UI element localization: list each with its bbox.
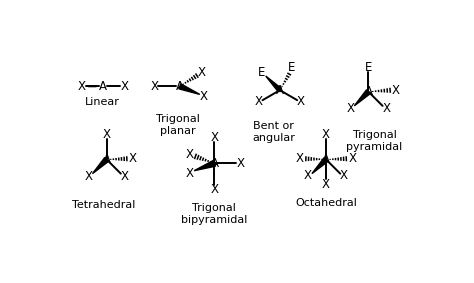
Text: A: A [365, 85, 373, 98]
Text: X: X [296, 152, 304, 165]
Text: X: X [255, 95, 263, 108]
Text: X: X [348, 152, 356, 165]
Text: Trigonal
bipyramidal: Trigonal bipyramidal [181, 203, 247, 225]
Text: E: E [258, 66, 265, 79]
Text: X: X [77, 80, 85, 93]
Text: X: X [120, 80, 128, 93]
Text: X: X [322, 178, 330, 191]
Text: X: X [121, 170, 128, 183]
Text: X: X [383, 102, 391, 115]
Text: E: E [288, 61, 295, 74]
Text: X: X [346, 102, 355, 115]
Text: X: X [185, 166, 193, 179]
Text: X: X [340, 170, 348, 183]
Text: A: A [176, 80, 184, 93]
Polygon shape [92, 158, 109, 174]
Text: X: X [237, 157, 245, 170]
Text: X: X [103, 128, 110, 141]
Text: A: A [210, 157, 219, 170]
Text: X: X [129, 152, 137, 165]
Text: A: A [103, 153, 110, 166]
Text: Octahedral: Octahedral [295, 198, 357, 208]
Text: X: X [185, 148, 193, 161]
Text: X: X [304, 170, 312, 183]
Polygon shape [266, 76, 282, 92]
Text: X: X [85, 170, 92, 183]
Text: X: X [150, 80, 158, 93]
Text: E: E [365, 61, 372, 74]
Text: A: A [99, 80, 107, 93]
Text: X: X [392, 84, 400, 97]
Text: X: X [297, 95, 305, 108]
Polygon shape [312, 158, 328, 174]
Text: X: X [210, 183, 219, 196]
Text: X: X [198, 66, 206, 79]
Polygon shape [179, 84, 200, 95]
Text: Tetrahedral: Tetrahedral [72, 200, 135, 209]
Polygon shape [194, 160, 216, 171]
Polygon shape [354, 90, 370, 106]
Text: Trigonal
pyramidal: Trigonal pyramidal [346, 130, 403, 152]
Text: A: A [276, 84, 284, 97]
Text: Trigonal
planar: Trigonal planar [156, 114, 200, 136]
Text: X: X [200, 90, 208, 103]
Text: Linear: Linear [85, 97, 120, 107]
Text: X: X [210, 131, 219, 144]
Text: Bent or
angular: Bent or angular [252, 121, 295, 143]
Text: A: A [322, 153, 330, 166]
Text: X: X [322, 128, 330, 141]
